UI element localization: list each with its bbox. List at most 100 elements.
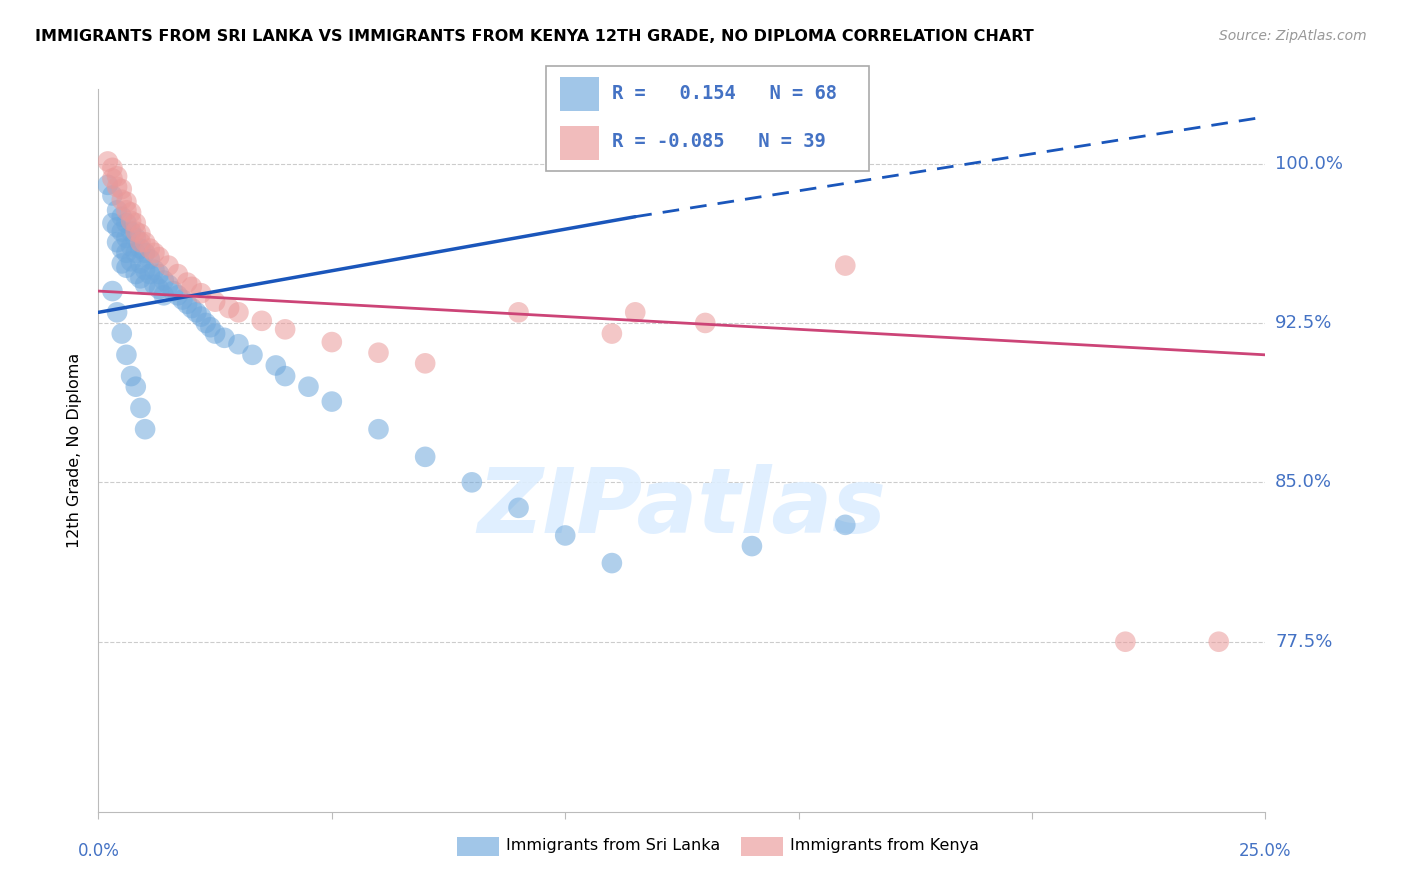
Point [115, 194, 138, 209]
Point [125, 380, 148, 394]
Point [120, 254, 142, 268]
Point [413, 356, 436, 370]
Text: R =   0.154   N = 68: R = 0.154 N = 68 [612, 84, 837, 103]
Point [204, 326, 226, 341]
Point [120, 214, 142, 228]
Point [115, 231, 138, 245]
Text: 92.5%: 92.5% [1275, 314, 1333, 332]
Point [115, 216, 138, 230]
Point [120, 369, 142, 384]
Point [97, 178, 120, 192]
Point [218, 301, 240, 315]
Point [600, 326, 623, 341]
Point [741, 539, 763, 553]
Point [101, 171, 124, 186]
Text: 25.0%: 25.0% [1239, 842, 1292, 860]
Y-axis label: 12th Grade, No Diploma: 12th Grade, No Diploma [67, 353, 83, 548]
Point [413, 450, 436, 464]
Point [139, 267, 162, 281]
Point [157, 277, 180, 292]
Point [105, 180, 128, 194]
Point [120, 225, 142, 239]
Point [148, 282, 170, 296]
Point [129, 227, 152, 241]
Point [129, 271, 152, 285]
Point [166, 288, 188, 302]
Point [97, 154, 120, 169]
Point [228, 337, 250, 351]
Point [101, 161, 124, 175]
Point [367, 345, 389, 359]
Text: R = -0.085   N = 39: R = -0.085 N = 39 [612, 132, 825, 152]
Point [120, 205, 142, 219]
Point [111, 256, 134, 270]
Point [143, 262, 166, 277]
Point [242, 348, 264, 362]
Point [129, 235, 152, 250]
Point [180, 280, 202, 294]
Point [508, 305, 530, 319]
Text: 77.5%: 77.5% [1275, 632, 1333, 651]
Point [157, 259, 180, 273]
Point [1208, 634, 1230, 648]
Point [297, 380, 319, 394]
Point [194, 316, 217, 330]
Text: Source: ZipAtlas.com: Source: ZipAtlas.com [1219, 29, 1367, 43]
Point [111, 242, 134, 256]
Point [834, 517, 856, 532]
Point [134, 277, 156, 292]
Point [176, 276, 198, 290]
Text: ZIPatlas: ZIPatlas [478, 464, 886, 552]
Point [125, 216, 148, 230]
Point [180, 301, 202, 315]
Point [143, 245, 166, 260]
Point [105, 235, 128, 250]
Point [186, 305, 208, 319]
Point [190, 310, 212, 324]
Point [101, 284, 124, 298]
Point [264, 359, 287, 373]
Point [461, 475, 484, 490]
Point [321, 394, 343, 409]
Point [115, 203, 138, 218]
Point [143, 277, 166, 292]
Point [125, 267, 148, 281]
Text: 100.0%: 100.0% [1275, 154, 1343, 172]
Point [162, 284, 184, 298]
Point [115, 260, 138, 275]
Text: Immigrants from Sri Lanka: Immigrants from Sri Lanka [506, 838, 720, 853]
Text: Immigrants from Kenya: Immigrants from Kenya [790, 838, 979, 853]
Point [101, 188, 124, 202]
Point [695, 316, 717, 330]
Point [115, 245, 138, 260]
Point [134, 422, 156, 436]
Point [166, 267, 188, 281]
Point [134, 245, 156, 260]
Point [1114, 634, 1136, 648]
Point [250, 314, 273, 328]
Point [200, 320, 222, 334]
Point [148, 250, 170, 264]
Point [508, 500, 530, 515]
Point [125, 231, 148, 245]
Point [274, 322, 297, 336]
Point [111, 182, 134, 196]
Point [125, 245, 148, 260]
Point [148, 267, 170, 281]
Point [172, 293, 194, 307]
Point [105, 203, 128, 218]
Point [367, 422, 389, 436]
Point [554, 528, 576, 542]
Point [321, 334, 343, 349]
Text: IMMIGRANTS FROM SRI LANKA VS IMMIGRANTS FROM KENYA 12TH GRADE, NO DIPLOMA CORREL: IMMIGRANTS FROM SRI LANKA VS IMMIGRANTS … [35, 29, 1033, 44]
Point [111, 326, 134, 341]
Text: 0.0%: 0.0% [77, 842, 120, 860]
Point [134, 235, 156, 250]
Point [101, 216, 124, 230]
Point [190, 286, 212, 301]
Point [139, 252, 162, 267]
Point [152, 273, 174, 287]
Point [152, 288, 174, 302]
Point [111, 193, 134, 207]
Text: 85.0%: 85.0% [1275, 474, 1331, 491]
